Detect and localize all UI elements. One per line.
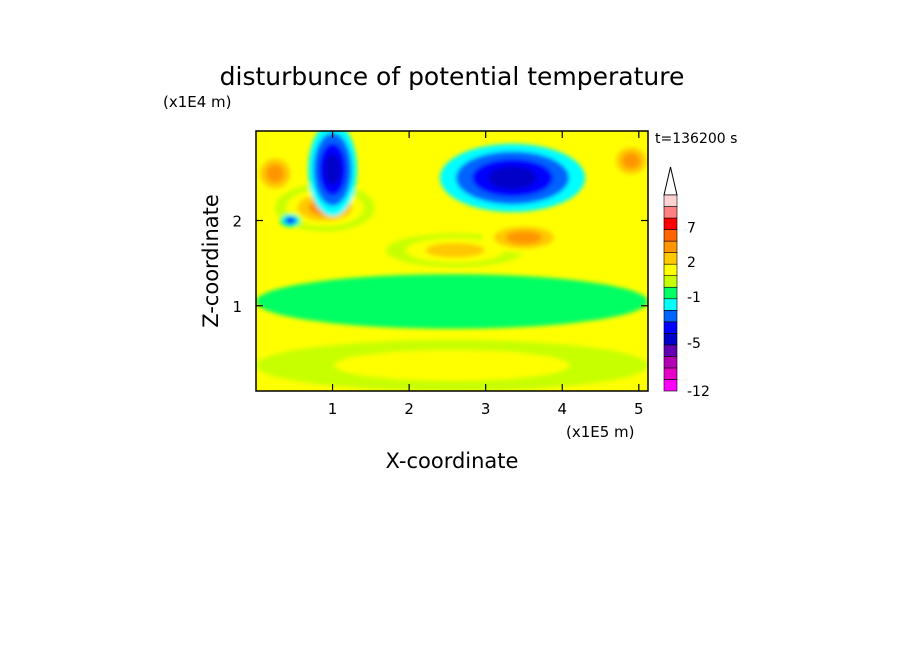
x-axis: 1 2 3 4 5: [328, 131, 644, 418]
colorbar-swatch: [663, 206, 678, 219]
x-tick-label: 2: [404, 400, 414, 418]
contour-band: [256, 274, 648, 329]
colorbar-swatch: [663, 379, 678, 392]
colorbar-swatch: [663, 263, 678, 277]
x-tick-label: 5: [634, 400, 644, 418]
x-tick-label: 1: [328, 400, 338, 418]
colorbar-label: 2: [687, 255, 696, 271]
contour-band: [622, 152, 641, 169]
colorbar-swatch: [663, 240, 678, 253]
contour-band: [506, 231, 542, 245]
x-tick-label: 4: [557, 400, 567, 418]
contour-band: [425, 243, 485, 258]
x-axis-label: X-coordinate: [386, 449, 519, 473]
colorbar-swatch: [663, 367, 678, 380]
y-axis-label: Z-coordinate: [199, 194, 223, 328]
contour-band: [265, 164, 285, 183]
y-unit-label: (x1E4 m): [163, 93, 232, 111]
y-axis: 12: [232, 213, 648, 316]
plot-area: [256, 131, 648, 391]
colorbar-swatch: [663, 286, 678, 300]
colorbar-swatch: [663, 356, 678, 369]
x-tick-label: 3: [481, 400, 491, 418]
contour-field: [256, 131, 648, 391]
colorbar-swatch: [663, 194, 678, 207]
colorbar-swatch: [663, 333, 678, 346]
time-label: t=136200 s: [655, 131, 737, 147]
colorbar: 7 2 -1 -5 -12: [663, 166, 710, 400]
chart-title: disturbunce of potential temperature: [220, 62, 685, 91]
colorbar-swatch: [663, 275, 678, 288]
contour-band: [488, 166, 537, 190]
colorbar-swatch: [663, 309, 678, 323]
contour-band: [334, 350, 570, 381]
contour-band: [286, 218, 295, 223]
colorbar-label: -12: [687, 384, 710, 400]
colorbar-swatch: [663, 252, 678, 265]
colorbar-swatch: [663, 321, 678, 334]
colorbar-label: -5: [687, 336, 701, 352]
colorbar-swatch: [663, 344, 678, 357]
colorbar-swatch: [663, 298, 678, 311]
colorbar-label: -1: [687, 290, 701, 306]
colorbar-label: 7: [687, 221, 696, 237]
x-unit-label: (x1E5 m): [566, 423, 635, 441]
colorbar-swatch: [663, 229, 678, 242]
colorbar-extend-arrow: [663, 166, 678, 196]
colorbar-swatch: [663, 217, 678, 230]
y-tick-label: 1: [232, 298, 242, 316]
contour-band: [324, 153, 341, 185]
plot-frame: [255, 130, 649, 392]
y-tick-label: 2: [232, 213, 242, 231]
